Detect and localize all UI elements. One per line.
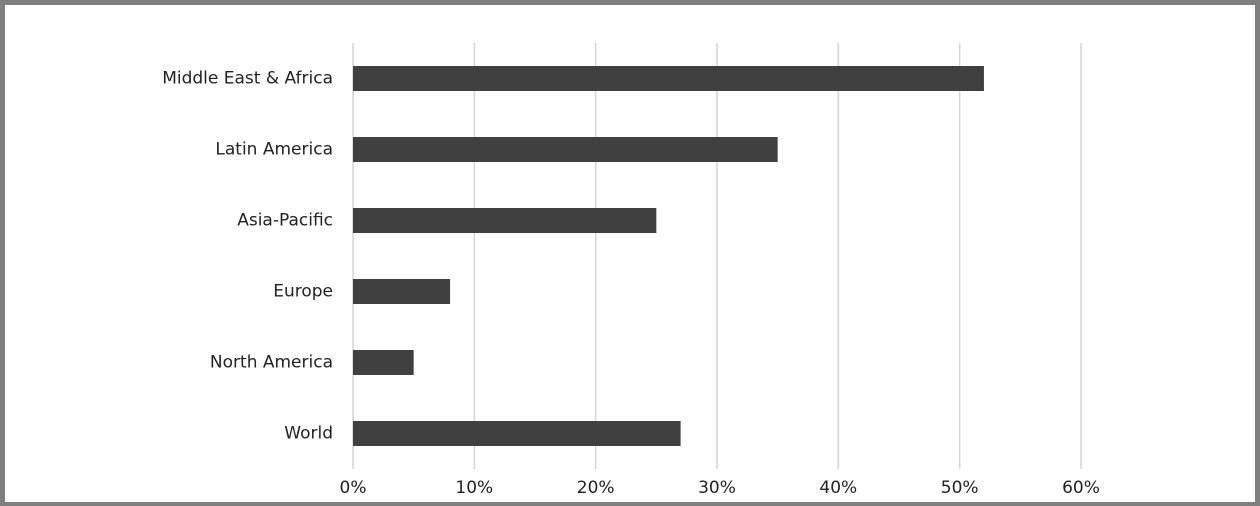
y-tick-label: Latin America (215, 140, 333, 160)
y-tick-label: North America (210, 353, 333, 373)
bar (353, 137, 778, 162)
bar (353, 279, 451, 304)
x-tick-label: 20% (577, 478, 615, 498)
x-tick-label: 10% (455, 478, 493, 498)
x-tick-label: 40% (819, 478, 857, 498)
chart: 0% 10% 20% 30% 40% 50% 60% Middle East & Africa… (162, 43, 1100, 498)
bar (353, 350, 414, 375)
y-tick-label: World (284, 424, 333, 444)
bar (353, 66, 984, 91)
y-tick-label: Europe (273, 282, 333, 302)
x-tick-label: 30% (698, 478, 736, 498)
x-tick-label: 0% (340, 478, 367, 498)
bar (353, 208, 657, 233)
y-tick-label: Asia-Pacific (237, 211, 333, 231)
y-tick-label: Middle East & Africa (162, 69, 333, 89)
x-tick-label: 60% (1062, 478, 1100, 498)
x-tick-label: 50% (941, 478, 979, 498)
bar (353, 421, 681, 446)
